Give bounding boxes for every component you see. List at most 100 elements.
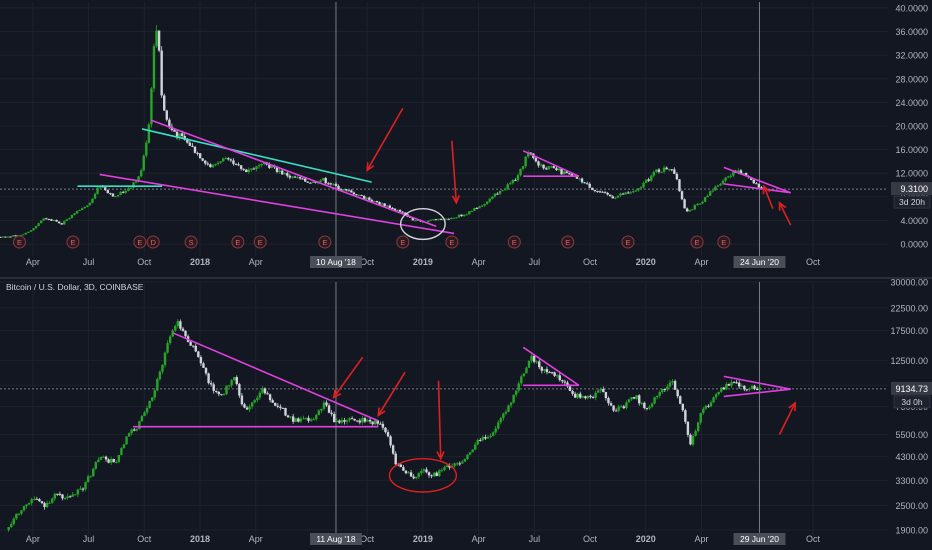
p0-event-marker[interactable] xyxy=(146,235,160,249)
p0-x-tick-label: 2019 xyxy=(413,257,433,267)
p0-arrow-shaft[interactable] xyxy=(778,202,792,226)
p0-candle-body xyxy=(606,192,609,195)
p0-candle-body xyxy=(706,195,709,198)
p0-candle-body xyxy=(262,162,266,165)
p0-event-marker-label: E xyxy=(721,238,726,247)
p0-trend-line[interactable] xyxy=(141,128,372,183)
p1-candle-body xyxy=(10,524,13,528)
p0-candle-body xyxy=(32,228,35,231)
p1-crosshair-date-label: 11 Aug '18 xyxy=(316,534,356,544)
p0-candle-body xyxy=(719,183,722,186)
p1-candle-body xyxy=(435,472,438,477)
p1-candle-body xyxy=(597,390,600,393)
p1-candle-body xyxy=(102,456,105,458)
p1-trend-line[interactable] xyxy=(723,375,791,391)
p0-candle-body xyxy=(698,203,702,205)
p1-candle-body xyxy=(343,420,346,422)
p1-candle-body xyxy=(461,461,464,464)
p0-candle-body xyxy=(306,181,309,183)
p0-candle-body xyxy=(673,169,676,174)
p1-candle-body xyxy=(12,518,15,525)
p0-candle-body xyxy=(696,204,699,206)
p0-event-marker[interactable] xyxy=(396,235,410,249)
p1-candle-body xyxy=(235,377,238,385)
p0-event-marker[interactable] xyxy=(507,235,521,249)
p1-arrow-shaft[interactable] xyxy=(437,380,442,459)
p0-event-marker[interactable] xyxy=(318,235,332,249)
p0-candle-body xyxy=(127,188,130,191)
p0-candle-body xyxy=(52,219,56,221)
p0-candle-body xyxy=(191,145,194,147)
p0-trend-line[interactable] xyxy=(522,150,580,177)
p0-arrow-shaft[interactable] xyxy=(451,140,458,203)
p0-event-marker[interactable] xyxy=(561,235,575,249)
p0-candle-body xyxy=(760,187,763,189)
p0-event-marker[interactable] xyxy=(12,235,26,249)
p1-candle-body xyxy=(714,394,718,398)
p1-candle-body xyxy=(297,418,300,422)
bottom-chart-pane[interactable]: 1900.002500.003300.004300.005500.007500.… xyxy=(0,278,932,546)
p0-candle-body xyxy=(45,218,48,220)
p1-candle-body xyxy=(353,418,356,421)
p0-trend-line[interactable] xyxy=(150,119,437,228)
p1-arrow-shaft[interactable] xyxy=(333,356,364,398)
p1-candle-body xyxy=(294,418,297,422)
p0-candle-body xyxy=(283,173,286,175)
p0-candle-body xyxy=(106,190,110,194)
p1-trend-line[interactable] xyxy=(723,388,791,398)
p1-trend-line[interactable] xyxy=(172,332,379,422)
p0-arrow-shaft[interactable] xyxy=(763,185,774,209)
p1-candle-body xyxy=(94,462,97,469)
p1-candle-body xyxy=(261,388,264,393)
p1-candle-body xyxy=(709,402,713,407)
p1-arrow-head[interactable] xyxy=(332,389,342,399)
p0-event-marker[interactable] xyxy=(184,235,198,249)
p0-trend-line[interactable] xyxy=(723,166,791,194)
p1-candle-body xyxy=(648,406,651,409)
p1-trend-line[interactable] xyxy=(522,346,580,387)
p0-candle-body xyxy=(711,190,714,192)
p1-candle-body xyxy=(332,414,336,423)
p1-highlight-ellipse[interactable] xyxy=(388,458,458,493)
p0-arrow-head[interactable] xyxy=(762,184,771,195)
p0-event-marker[interactable] xyxy=(621,235,635,249)
p0-trend-line[interactable] xyxy=(99,173,455,235)
p1-x-tick-label: Oct xyxy=(137,534,152,544)
p1-candle-body xyxy=(440,470,444,472)
p1-arrow-head[interactable] xyxy=(436,451,445,461)
p0-candle-body xyxy=(685,208,689,212)
p0-event-marker[interactable] xyxy=(445,235,459,249)
p0-candle-body xyxy=(293,176,297,178)
p0-event-marker[interactable] xyxy=(717,235,731,249)
p0-candle-body xyxy=(619,193,622,196)
p0-event-marker[interactable] xyxy=(253,235,267,249)
p0-arrow-head[interactable] xyxy=(778,201,787,211)
p0-event-marker[interactable] xyxy=(231,235,245,249)
p1-arrow-shaft[interactable] xyxy=(778,402,796,435)
p0-trend-line[interactable] xyxy=(723,183,791,194)
p0-candle-body xyxy=(296,177,299,179)
p0-candle-body xyxy=(39,220,43,224)
p0-candle-body xyxy=(193,146,197,153)
p1-arrow-shaft[interactable] xyxy=(377,371,406,416)
p1-candle-body xyxy=(694,431,697,436)
top-chart-pane[interactable]: 0.00004.00008.000012.000016.000020.00002… xyxy=(0,2,932,268)
p1-candle-body xyxy=(638,395,641,404)
p0-arrow-head[interactable] xyxy=(451,195,461,205)
p1-candle-body xyxy=(56,493,59,495)
p1-candle-body xyxy=(725,384,728,390)
p0-highlight-ellipse[interactable] xyxy=(399,207,446,241)
p0-event-marker[interactable] xyxy=(133,235,147,249)
p0-arrow-head[interactable] xyxy=(366,162,375,172)
p1-arrow-head[interactable] xyxy=(788,401,796,412)
p1-arrow-head[interactable] xyxy=(377,407,386,417)
p1-candle-body xyxy=(33,498,36,500)
p0-candle-body xyxy=(178,133,181,138)
p0-candle-body xyxy=(414,220,417,222)
p0-candle-body xyxy=(716,185,720,187)
p0-event-marker[interactable] xyxy=(66,235,80,249)
p0-arrow-shaft[interactable] xyxy=(366,107,404,171)
p0-candle-body xyxy=(755,183,758,185)
p0-event-marker[interactable] xyxy=(690,235,704,249)
